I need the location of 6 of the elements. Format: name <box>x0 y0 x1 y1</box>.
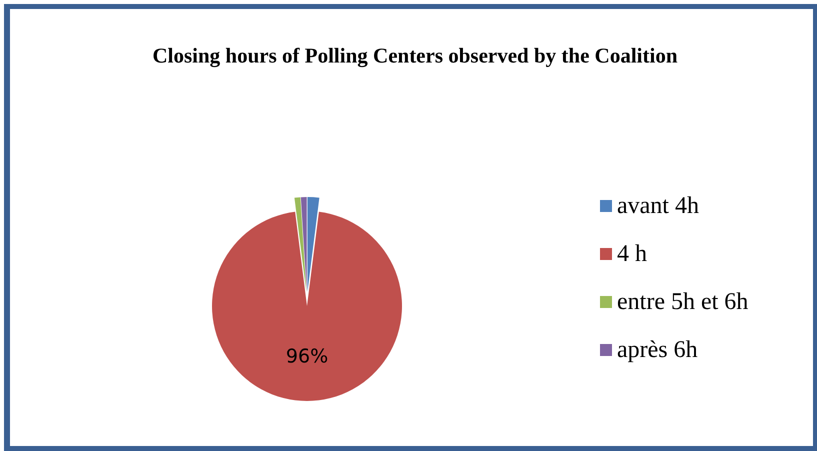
data-label: 96% <box>286 346 328 368</box>
chart-title: Closing hours of Polling Centers observed by the Coalition <box>152 44 678 68</box>
legend-label: avant 4h <box>617 193 699 219</box>
legend-label: entre 5h et 6h <box>617 289 748 315</box>
legend-label: 4 h <box>617 241 647 267</box>
legend-label: après 6h <box>617 337 698 363</box>
